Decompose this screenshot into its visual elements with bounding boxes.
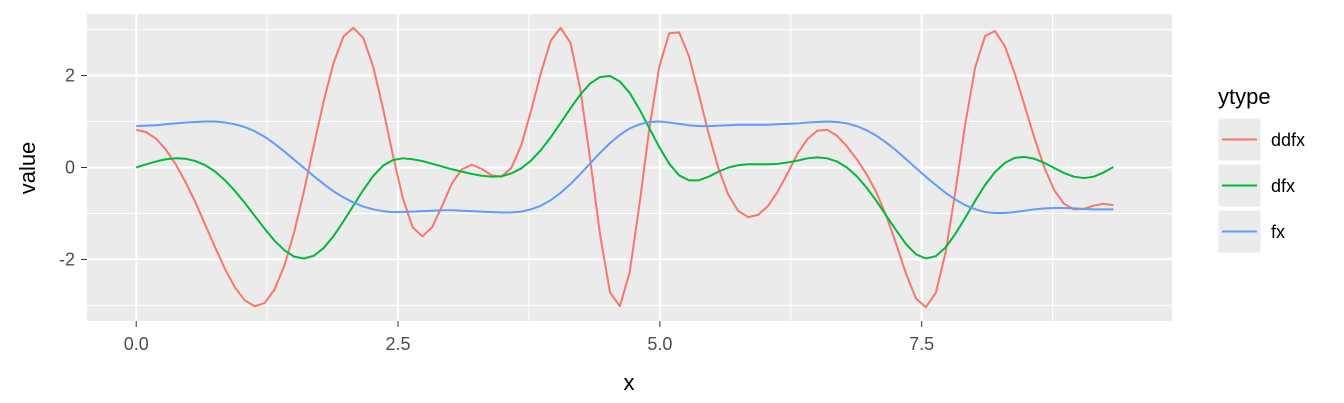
series-line-dfx — [135, 75, 1114, 260]
legend: ytype ddfx dfx fx — [1217, 84, 1305, 254]
x-axis-title: x — [624, 370, 635, 395]
series-line-ddfx — [135, 26, 1114, 309]
y-tick-label: 2 — [65, 66, 75, 86]
y-axis-title: value — [15, 142, 40, 195]
legend-title: ytype — [1218, 84, 1271, 109]
major-gridlines — [87, 14, 1172, 321]
y-tick-label: -2 — [59, 249, 75, 269]
x-tick-label: 5.0 — [647, 334, 672, 354]
x-axis: 0.0 2.5 5.0 7.5 — [124, 321, 934, 354]
legend-keys: ddfx dfx fx — [1217, 117, 1305, 254]
y-tick-label: 0 — [65, 158, 75, 178]
x-tick-label: 7.5 — [909, 334, 934, 354]
x-tick-label: 2.5 — [386, 334, 411, 354]
legend-label-dfx: dfx — [1271, 176, 1295, 196]
legend-label-ddfx: ddfx — [1271, 130, 1305, 150]
legend-label-fx: fx — [1271, 222, 1285, 242]
series-lines — [135, 26, 1114, 309]
x-tick-label: 0.0 — [124, 334, 149, 354]
series-line-fx — [136, 120, 1114, 214]
y-axis: -2 0 2 — [59, 66, 87, 269]
